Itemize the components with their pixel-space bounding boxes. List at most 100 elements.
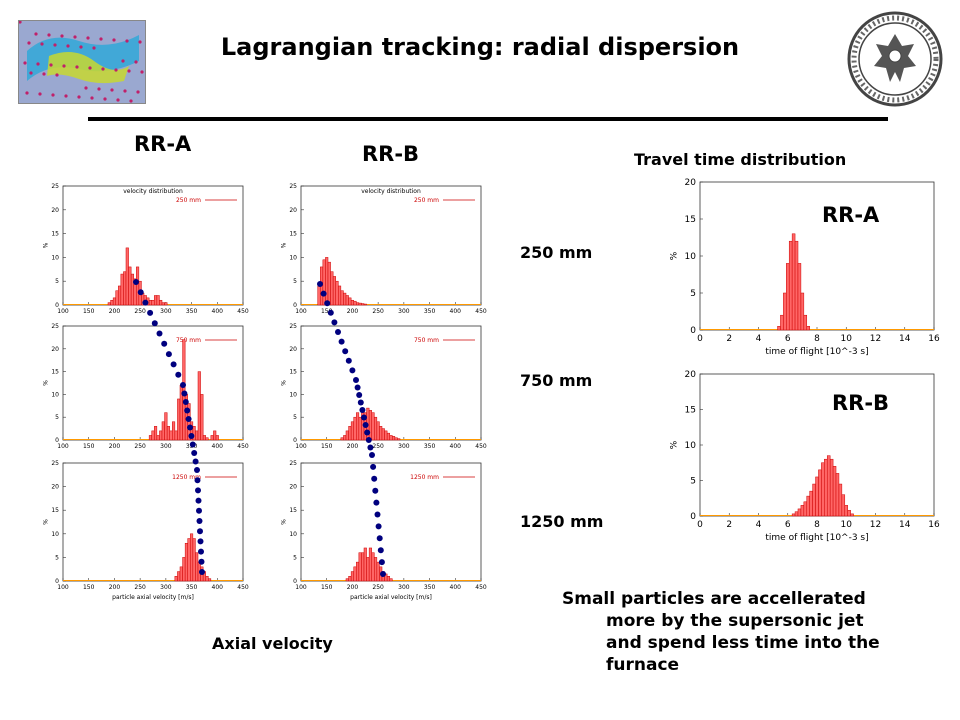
- histogram-bar: [215, 435, 219, 441]
- y-tick-label: 10: [51, 391, 59, 398]
- university-seal: [846, 10, 944, 108]
- histogram-bar: [800, 292, 805, 331]
- histogram-bar: [389, 435, 393, 441]
- histogram-bar: [128, 266, 132, 306]
- histogram-bar: [213, 430, 217, 441]
- histogram-bar: [847, 510, 851, 517]
- histogram-bar: [353, 416, 357, 441]
- histogram-bar: [812, 483, 816, 517]
- y-tick-label: 20: [51, 207, 59, 214]
- x-axis-label: time of flight [10^-3 s]: [765, 347, 868, 357]
- histogram-bar: [107, 302, 111, 306]
- histogram-bar: [159, 299, 163, 306]
- histogram-bar: [350, 571, 354, 582]
- histogram-bar: [200, 566, 204, 582]
- histogram-bar: [358, 302, 362, 306]
- histogram-bar: [397, 438, 401, 441]
- histogram-bar: [815, 476, 819, 517]
- particle-dot: [92, 46, 96, 50]
- histogram-bar: [797, 263, 802, 331]
- particle-dot: [66, 44, 70, 48]
- histogram-bar: [141, 292, 145, 306]
- y-tick-label: 20: [289, 484, 297, 491]
- particle-dot: [101, 67, 105, 71]
- x-tick-label: 250: [134, 308, 146, 315]
- histogram-bar: [797, 508, 802, 517]
- x-tick-label: 150: [321, 443, 333, 450]
- histogram-bar: [389, 578, 393, 582]
- x-tick-label: 200: [347, 584, 359, 591]
- histogram-bar: [345, 430, 349, 441]
- histogram-bar: [205, 576, 209, 582]
- particle-dot: [127, 69, 131, 73]
- histogram-bar: [123, 271, 127, 306]
- x-tick-label: 150: [321, 308, 333, 315]
- x-tick-label: 450: [237, 443, 249, 450]
- note-line-4: furnace: [606, 655, 680, 675]
- particle-dot: [75, 65, 79, 69]
- y-tick-label: 10: [289, 254, 297, 261]
- histogram-bar: [392, 436, 396, 441]
- x-tick-label: 350: [186, 443, 198, 450]
- histogram-bar: [200, 394, 204, 441]
- histogram-bar: [818, 469, 822, 517]
- histogram-bar: [376, 561, 380, 582]
- histogram-bar: [210, 435, 214, 441]
- particle-dot: [116, 98, 120, 102]
- y-tick-label: 15: [289, 507, 297, 514]
- histogram-bar: [838, 483, 843, 517]
- histogram-bar: [371, 412, 375, 441]
- histogram-bar: [161, 302, 165, 306]
- histogram-bar: [832, 466, 837, 517]
- histogram-bar: [112, 297, 116, 306]
- y-axis-label: %: [280, 380, 287, 386]
- histogram-bar: [353, 566, 357, 582]
- x-tick-label: 0: [697, 334, 703, 344]
- x-tick-label: 100: [295, 443, 307, 450]
- row-label-750: 750 mm: [520, 371, 593, 390]
- histogram-bar: [348, 297, 352, 306]
- histogram-bar: [195, 430, 199, 441]
- histogram-bar: [824, 458, 828, 517]
- histogram-bar: [154, 426, 158, 441]
- y-tick-label: 20: [51, 346, 59, 353]
- particle-dot: [60, 34, 64, 38]
- x-tick-label: 14: [899, 334, 911, 344]
- histogram-bar: [780, 314, 784, 331]
- histogram-bar: [361, 552, 365, 582]
- histogram-bar: [379, 426, 383, 441]
- particle-dot: [29, 71, 33, 75]
- histogram-bar: [130, 273, 134, 306]
- particle-dot: [88, 66, 92, 70]
- y-tick-label: 10: [289, 531, 297, 538]
- histogram-bar: [148, 435, 152, 441]
- y-axis-label: %: [42, 519, 49, 525]
- particle-dot: [97, 87, 101, 91]
- y-tick-label: 15: [51, 231, 59, 238]
- histogram-bar: [829, 458, 834, 517]
- histogram-bar: [356, 302, 360, 306]
- x-tick-label: 450: [475, 443, 487, 450]
- y-tick-label: 15: [289, 369, 297, 376]
- histogram-bar: [335, 280, 339, 306]
- axial-velocity-label: Axial velocity: [212, 634, 333, 653]
- x-tick-label: 450: [475, 308, 487, 315]
- histogram-bar: [156, 435, 160, 441]
- histogram-bar: [208, 578, 212, 582]
- histogram-bar: [136, 266, 140, 306]
- histogram-bar: [850, 513, 854, 517]
- histogram-bar: [368, 547, 372, 582]
- y-tick-label: 20: [685, 370, 697, 380]
- histogram-bar: [358, 552, 362, 582]
- y-tick-label: 15: [685, 215, 696, 225]
- particle-dot: [49, 63, 53, 67]
- histogram-bar: [806, 326, 810, 331]
- histogram-bar: [164, 302, 168, 306]
- histogram-bar: [356, 561, 360, 582]
- histogram-bar: [169, 430, 173, 441]
- particle-dot: [110, 88, 114, 92]
- y-tick-label: 25: [51, 183, 59, 190]
- x-tick-label: 300: [160, 584, 172, 591]
- histogram-bar: [791, 233, 796, 331]
- column-label-rra: RR-A: [134, 132, 192, 156]
